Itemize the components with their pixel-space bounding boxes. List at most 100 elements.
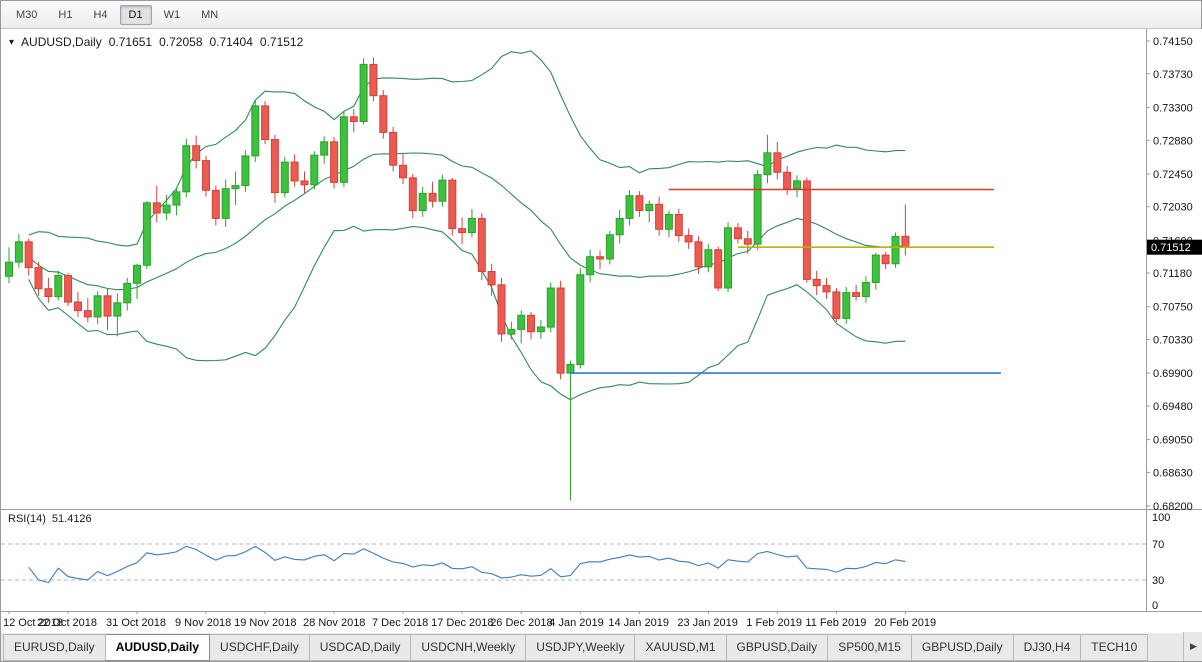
ohlc-high-value: 0.72058 <box>159 35 203 49</box>
candle-body <box>379 95 388 133</box>
candle-body <box>793 180 801 190</box>
candle-body <box>261 105 270 140</box>
timeframe-button-m30[interactable]: M30 <box>16 8 38 21</box>
candle-body <box>44 288 53 298</box>
candle-body <box>123 282 132 304</box>
candle-body <box>684 235 693 243</box>
tab-dj30-h4-10[interactable]: DJ30,H4 <box>1013 634 1082 661</box>
candle-body <box>280 161 289 194</box>
tab-xauusd-m1-6[interactable]: XAUUSD,M1 <box>635 634 727 661</box>
candle-body <box>231 185 240 190</box>
tab-gbpusd-daily-7[interactable]: GBPUSD,Daily <box>726 634 829 661</box>
svg-text:0: 0 <box>1152 600 1158 612</box>
svg-text:19 Nov 2018: 19 Nov 2018 <box>234 617 296 629</box>
candle-body <box>64 275 73 303</box>
candle-body <box>852 292 861 298</box>
timeframe-button-h1[interactable]: H1 <box>58 8 73 21</box>
svg-text:0.72880: 0.72880 <box>1153 135 1193 147</box>
svg-text:26 Dec 2018: 26 Dec 2018 <box>490 617 552 629</box>
candle-body <box>113 302 122 317</box>
candle-body <box>428 192 437 202</box>
candle-body <box>74 301 82 312</box>
candle-body <box>891 235 900 265</box>
candle-body <box>290 161 299 182</box>
bollinger-upper-band <box>28 50 906 247</box>
tab-usdcad-daily-3[interactable]: USDCAD,Daily <box>309 634 412 661</box>
candle-body <box>320 141 329 156</box>
candle-body <box>399 164 407 179</box>
svg-text:1 Feb 2019: 1 Feb 2019 <box>746 617 802 629</box>
tab-sp500-m15-8[interactable]: SP500,M15 <box>828 634 912 661</box>
svg-text:70: 70 <box>1152 539 1164 551</box>
timeframe-toolbar: M30 H1 H4 D1 W1 MN <box>1 1 1201 29</box>
candle-body <box>556 287 565 374</box>
candle-body <box>83 310 92 318</box>
candle-body <box>812 278 821 287</box>
candle-body <box>605 234 614 260</box>
svg-text:0.69480: 0.69480 <box>1153 401 1193 413</box>
tab-eurusd-daily-0[interactable]: EURUSD,Daily <box>3 634 106 661</box>
candle-body <box>192 145 201 161</box>
candle-body <box>645 203 654 212</box>
price-chart-canvas[interactable]: 100 70 30 0 0.74150 0.73730 0.73300 0.72880 0.72… <box>1 29 1202 633</box>
bollinger-lower-band <box>28 225 906 401</box>
timeframe-button-d1[interactable]: D1 <box>119 4 152 25</box>
svg-text:28 Nov 2018: 28 Nov 2018 <box>303 617 365 629</box>
candle-body <box>536 326 545 333</box>
svg-text:20 Feb 2019: 20 Feb 2019 <box>874 617 936 629</box>
svg-text:14 Jan 2019: 14 Jan 2019 <box>608 617 669 629</box>
tab-tech10-11[interactable]: TECH10 <box>1081 634 1149 661</box>
svg-text:0.74150: 0.74150 <box>1153 36 1193 48</box>
svg-text:22 Oct 2018: 22 Oct 2018 <box>37 617 97 629</box>
candle-body <box>408 177 417 212</box>
tab-scroll-right-button[interactable]: ▶ <box>1183 632 1202 661</box>
candle-body <box>674 214 683 237</box>
candle-body <box>162 204 171 214</box>
svg-text:30: 30 <box>1152 575 1164 587</box>
tab-usdjpy-weekly-5[interactable]: USDJPY,Weekly <box>526 634 636 661</box>
candle-body <box>458 228 467 234</box>
candle-body <box>270 139 279 194</box>
svg-text:12 Oct 2018: 12 Oct 2018 <box>3 617 63 629</box>
candle-body <box>5 261 13 277</box>
candle-body <box>389 131 398 166</box>
candle-body <box>517 314 526 330</box>
candle-body <box>527 314 535 333</box>
candle-body <box>596 256 604 260</box>
candle-body <box>14 241 23 263</box>
timeframe-button-h4[interactable]: H4 <box>93 8 108 21</box>
tab-audusd-daily-1[interactable]: AUDUSD,Daily <box>105 634 211 661</box>
candle-body <box>202 160 210 191</box>
bottom-tabbar: EURUSD,Daily AUDUSD,Daily USDCHF,Daily USDC… <box>1 631 1202 661</box>
chart-symbol-title: AUDUSD,Daily <box>21 35 102 49</box>
candle-body <box>54 275 63 298</box>
rsi-indicator-label: RSI(14) 51.4126 <box>8 513 92 525</box>
ohlc-open-value: 0.71651 <box>108 35 153 49</box>
candle-body <box>103 295 112 317</box>
timeframe-button-w1[interactable]: W1 <box>163 8 181 21</box>
candle-body <box>34 267 43 290</box>
candle-body <box>438 179 447 202</box>
candle-body <box>133 264 141 284</box>
candle-body <box>24 241 33 269</box>
candle-body <box>714 249 723 289</box>
candle-body <box>497 284 506 335</box>
svg-text:4 Jan 2019: 4 Jan 2019 <box>549 617 603 629</box>
candle-body <box>359 63 368 122</box>
timeframe-button-mn[interactable]: MN <box>201 8 219 21</box>
candle-body <box>339 116 348 183</box>
rsi-value: 51.4126 <box>51 513 92 525</box>
candle-body <box>300 180 309 186</box>
svg-text:7 Dec 2018: 7 Dec 2018 <box>372 617 428 629</box>
candle-body <box>861 282 870 298</box>
tab-usdcnh-weekly-4[interactable]: USDCNH,Weekly <box>411 634 527 661</box>
svg-text:0.72030: 0.72030 <box>1153 202 1193 214</box>
chart-window[interactable]: 100 70 30 0 0.74150 0.73730 0.73300 0.72880 0.72… <box>1 29 1202 633</box>
candle-body <box>615 217 624 236</box>
svg-text:23 Jan 2019: 23 Jan 2019 <box>677 617 738 629</box>
tab-usdchf-daily-2[interactable]: USDCHF,Daily <box>210 634 310 661</box>
candle-body <box>182 145 191 193</box>
tab-gbpusd-daily-9[interactable]: GBPUSD,Daily <box>911 634 1014 661</box>
rsi-name: RSI(14) <box>8 513 46 525</box>
candle-body <box>546 287 555 328</box>
